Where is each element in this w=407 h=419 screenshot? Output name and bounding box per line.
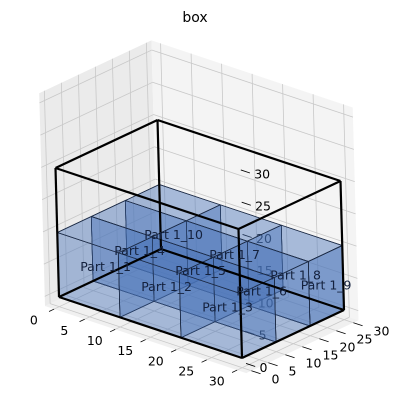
y-tick-label: 5 — [289, 363, 297, 378]
container-edge — [157, 118, 341, 183]
grid-line — [206, 306, 320, 361]
x-tick-label: 10 — [87, 333, 103, 348]
part-label: Part 1_4 — [114, 243, 165, 258]
container-edge — [55, 119, 158, 169]
grid-line — [128, 50, 136, 264]
container-edge — [238, 180, 341, 230]
grid-line — [152, 81, 355, 150]
z-tick-label: 30 — [254, 166, 270, 181]
grid-line — [145, 42, 153, 256]
x-tick-label: 5 — [60, 323, 68, 338]
y-tick-label: 15 — [323, 347, 339, 362]
part-label: Part 1_1 — [80, 259, 131, 274]
container-edge — [55, 166, 239, 231]
container-edge — [241, 309, 345, 359]
z-tick — [240, 169, 251, 174]
x-tick — [109, 329, 116, 333]
grid-line — [41, 146, 155, 200]
x-tick — [140, 339, 146, 343]
container-edge — [58, 295, 243, 360]
container-edge — [160, 247, 345, 312]
x-tick-label: 0 — [30, 313, 38, 328]
grid-lines — [39, 42, 359, 372]
x-tick — [79, 318, 85, 323]
part-label: Part 1_2 — [141, 279, 192, 294]
part-box — [151, 220, 250, 323]
y-tick — [319, 338, 329, 343]
y-tick-label: 0 — [272, 371, 280, 386]
y-tick — [251, 370, 261, 375]
grid-line — [151, 49, 354, 118]
z-tick-label: 0 — [260, 360, 268, 375]
x-tick-label: 25 — [178, 364, 194, 379]
grid-line — [154, 146, 356, 215]
x-tick — [48, 308, 55, 312]
z-tick — [242, 234, 252, 238]
parts-layer — [56, 184, 345, 359]
x-tick-label: 20 — [148, 353, 164, 368]
part-label: Part 1_6 — [236, 284, 287, 299]
part-label: Part 1_9 — [301, 278, 352, 293]
y-tick — [285, 354, 295, 359]
grid-line — [175, 296, 289, 351]
x-tick-label: 15 — [117, 343, 133, 358]
grid-line — [100, 279, 303, 348]
part-labels: Part 1_1 Part 1_2 Part 1_3 Part 1_4 Part 1_5… — [80, 227, 351, 315]
chart-title: box — [182, 10, 207, 26]
grid-line — [41, 114, 154, 168]
grid-line — [134, 263, 337, 332]
y-tick — [353, 322, 363, 327]
container-edge — [339, 180, 346, 311]
grid-line — [343, 104, 350, 318]
z-tick-label: 10 — [258, 295, 274, 310]
grid-line — [312, 94, 320, 308]
x-tick — [170, 349, 177, 353]
part-box — [212, 240, 311, 343]
z-tick-label: 5 — [259, 328, 267, 343]
grid-line — [236, 316, 350, 371]
grid-line — [282, 84, 289, 297]
z-tick-label: 20 — [256, 231, 272, 246]
y-tick-label: 25 — [357, 331, 373, 346]
container-edge — [156, 119, 163, 250]
y-tick — [336, 330, 346, 335]
z-tick-label: 15 — [257, 263, 273, 278]
y-tick — [302, 346, 312, 351]
container-box — [54, 118, 346, 360]
grid-line — [39, 49, 152, 104]
part-box — [56, 216, 155, 318]
z-tick-label: 25 — [255, 199, 271, 214]
z-tick — [245, 330, 255, 335]
part-box — [178, 256, 277, 359]
y-tick-label: 10 — [306, 355, 322, 370]
z-tick — [241, 201, 251, 206]
container-edge — [54, 167, 61, 298]
x-tick — [231, 369, 238, 373]
grid-line — [153, 114, 355, 183]
y-tick-label: 20 — [340, 339, 356, 354]
grid-line — [151, 255, 354, 324]
part-label: Part 1_7 — [209, 247, 260, 262]
grid-line — [111, 58, 119, 272]
y-tick-label: 30 — [374, 323, 390, 338]
z-tick — [245, 363, 256, 367]
part-label: Part 1_10 — [144, 227, 203, 242]
y-tick — [268, 362, 278, 367]
x-tick — [201, 359, 207, 363]
part-label: Part 1_8 — [270, 268, 321, 283]
container-edge — [58, 248, 162, 298]
part-label: Part 1_5 — [175, 263, 226, 278]
grid-line — [117, 271, 320, 340]
container-edge — [237, 228, 244, 359]
part-label: Part 1_3 — [202, 300, 253, 315]
grid-line — [40, 81, 153, 136]
part-box — [124, 184, 223, 286]
x-tick-label: 30 — [209, 374, 225, 389]
